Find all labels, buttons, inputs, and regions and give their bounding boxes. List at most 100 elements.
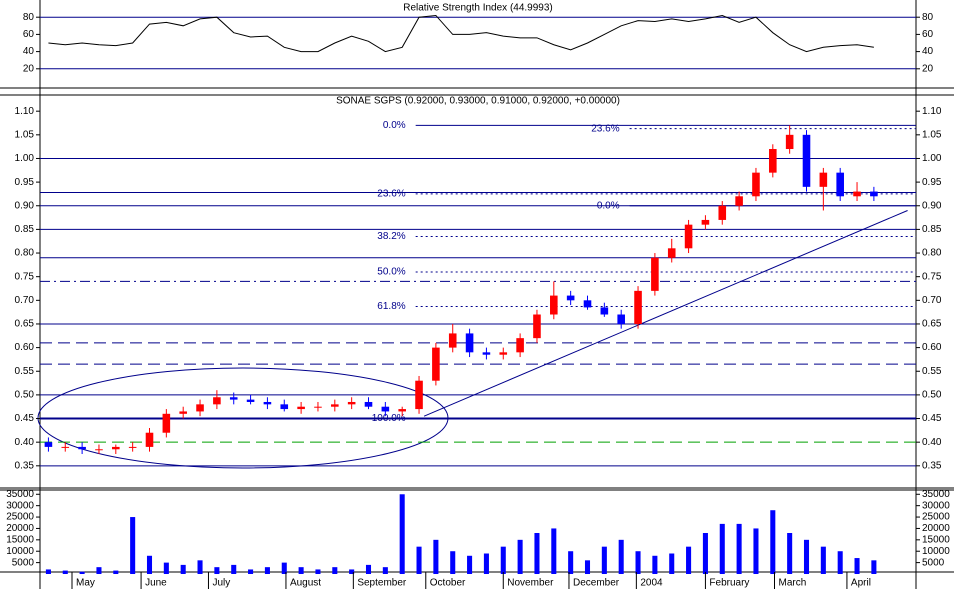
fib-label: 0.0%	[383, 120, 406, 131]
y-tick-label: 0.70	[15, 295, 35, 306]
volume-bar	[315, 569, 321, 574]
y-tick-label: 20	[23, 63, 35, 74]
volume-bar	[871, 560, 877, 574]
y-tick-label: 15000	[6, 534, 34, 545]
volume-bar	[601, 546, 607, 574]
candle-body	[735, 196, 743, 206]
candle-body	[364, 401, 373, 407]
volume-bar	[416, 546, 422, 574]
candle-body	[718, 205, 727, 220]
volume-bar	[281, 562, 287, 574]
candle-body	[684, 224, 693, 249]
volume-bar	[854, 558, 860, 574]
volume-bar	[770, 510, 776, 574]
y-tick-label: 0.85	[15, 224, 35, 235]
price-title: SONAE SGPS (0.92000, 0.93000, 0.91000, 0…	[336, 96, 620, 107]
candle-body	[550, 295, 558, 315]
candle-body	[583, 300, 592, 308]
y-tick-label: 40	[922, 46, 934, 57]
y-tick-label: 0.55	[15, 366, 35, 377]
y-tick-label: 0.35	[922, 460, 942, 471]
y-tick-label: 0.95	[15, 177, 35, 188]
volume-bar	[736, 523, 742, 574]
volume-bar	[264, 567, 270, 574]
candle-body	[213, 397, 221, 405]
y-tick-label: 0.80	[922, 248, 942, 259]
x-tick-label: February	[709, 578, 749, 589]
y-tick-label: 1.05	[922, 129, 942, 140]
x-tick-label: September	[357, 578, 407, 589]
y-tick-label: 20	[922, 63, 934, 74]
x-tick-label: October	[430, 578, 466, 589]
candle-body	[769, 149, 777, 173]
y-tick-label: 0.60	[15, 342, 35, 353]
y-tick-label: 0.80	[15, 248, 35, 259]
volume-bar	[467, 555, 473, 574]
candle-body	[752, 172, 760, 197]
candle-body	[667, 248, 676, 258]
volume-bar	[248, 569, 254, 574]
volume-bar	[787, 533, 793, 574]
volume-bar	[399, 494, 405, 574]
candle-body	[465, 333, 474, 353]
candle-body	[347, 401, 356, 405]
volume-bar	[382, 567, 388, 574]
y-tick-label: 0.50	[922, 390, 942, 401]
x-tick-label: November	[507, 578, 554, 589]
candle-body	[112, 446, 120, 450]
volume-bar	[130, 517, 136, 574]
volume-bar	[349, 569, 355, 574]
candle-body	[229, 397, 238, 400]
y-tick-label: 0.40	[922, 437, 942, 448]
candle-body	[297, 406, 305, 410]
x-tick-label: December	[573, 578, 620, 589]
y-tick-label: 1.05	[15, 129, 35, 140]
y-tick-label: 1.10	[15, 106, 35, 117]
volume-bar	[753, 528, 759, 574]
y-tick-label: 30000	[6, 500, 34, 511]
candle-body	[499, 352, 508, 355]
y-tick-label: 0.85	[922, 224, 942, 235]
volume-bar	[113, 570, 119, 574]
volume-bar	[551, 528, 557, 574]
volume-bar	[635, 551, 641, 574]
candle-body	[145, 432, 154, 447]
y-tick-label: 20000	[6, 523, 34, 534]
volume-bar	[79, 571, 85, 574]
volume-bar	[686, 546, 692, 574]
y-tick-label: 1.00	[15, 153, 35, 164]
y-tick-label: 25000	[6, 512, 34, 523]
candle-body	[280, 404, 289, 410]
volume-bar	[450, 551, 456, 574]
y-tick-label: 0.75	[15, 271, 35, 282]
x-tick-label: August	[290, 578, 321, 589]
y-tick-label: 0.90	[15, 200, 35, 211]
y-tick-label: 80	[922, 12, 934, 23]
candle-body	[802, 134, 811, 187]
volume-bar	[803, 539, 810, 574]
volume-bar	[820, 546, 826, 574]
x-tick-label: March	[778, 578, 806, 589]
candle-body	[314, 406, 322, 408]
volume-bar	[702, 533, 708, 574]
volume-bar	[534, 533, 540, 574]
volume-bar	[45, 569, 51, 574]
volume-bar	[298, 567, 304, 574]
volume-bar	[719, 523, 725, 574]
candle-body	[263, 401, 272, 405]
volume-bar	[618, 539, 624, 574]
volume-bar	[62, 570, 68, 574]
y-tick-label: 20000	[922, 523, 950, 534]
volume-bar	[332, 567, 338, 574]
candle-body	[398, 409, 406, 412]
y-tick-label: 0.70	[922, 295, 942, 306]
y-tick-label: 0.40	[15, 437, 35, 448]
candle-body	[533, 314, 541, 339]
y-tick-label: 25000	[922, 512, 950, 523]
fib-label: 50.0%	[377, 267, 405, 278]
y-tick-label: 10000	[922, 546, 950, 557]
y-tick-label: 30000	[922, 500, 950, 511]
y-tick-label: 0.60	[922, 342, 942, 353]
candle-body	[415, 380, 423, 410]
candle-body	[246, 399, 255, 402]
